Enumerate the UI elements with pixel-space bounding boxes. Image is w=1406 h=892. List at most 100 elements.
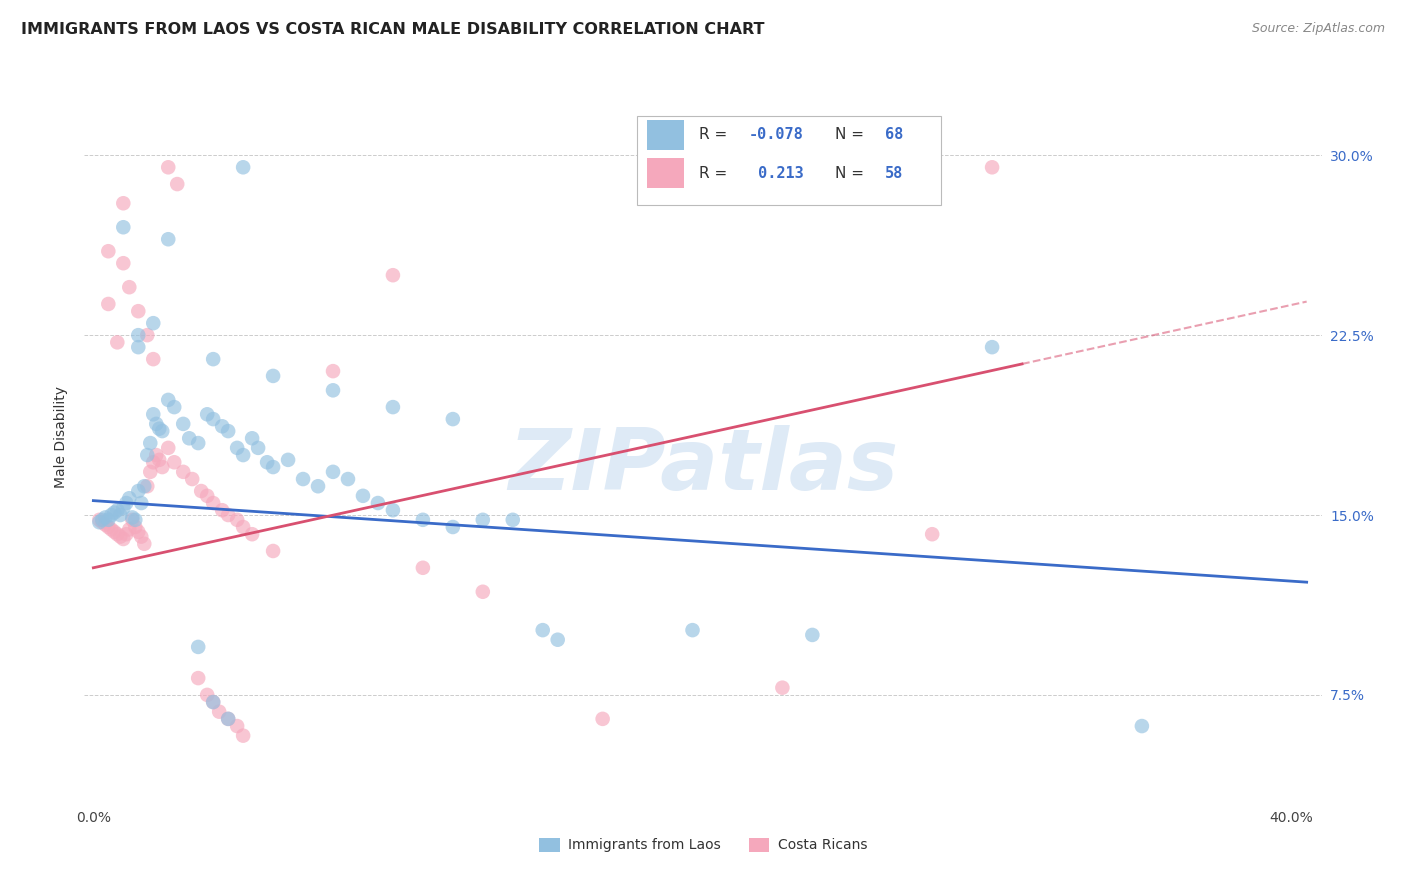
Point bbox=[441, 412, 464, 426]
Point bbox=[142, 407, 165, 421]
Point bbox=[277, 453, 299, 467]
Point bbox=[89, 515, 111, 529]
Point bbox=[121, 513, 143, 527]
Point bbox=[100, 523, 122, 537]
Point bbox=[142, 352, 165, 367]
Point bbox=[232, 161, 254, 175]
FancyBboxPatch shape bbox=[647, 159, 685, 187]
Point bbox=[105, 335, 128, 350]
Point bbox=[127, 304, 149, 318]
Point bbox=[322, 465, 344, 479]
Point bbox=[256, 455, 278, 469]
Point bbox=[91, 515, 114, 529]
Point bbox=[97, 297, 120, 311]
Point bbox=[157, 392, 180, 407]
Point bbox=[240, 431, 263, 445]
Point bbox=[157, 161, 180, 175]
FancyBboxPatch shape bbox=[637, 116, 941, 205]
Point bbox=[441, 520, 464, 534]
Point bbox=[150, 424, 173, 438]
Point bbox=[142, 455, 165, 469]
Point bbox=[134, 537, 156, 551]
Point bbox=[226, 719, 249, 733]
Point bbox=[97, 520, 120, 534]
Point bbox=[262, 544, 284, 558]
Point bbox=[217, 712, 239, 726]
Point bbox=[195, 688, 218, 702]
Text: R =: R = bbox=[699, 166, 733, 180]
Point bbox=[471, 584, 494, 599]
Point bbox=[121, 510, 143, 524]
Point bbox=[129, 496, 152, 510]
Point bbox=[412, 561, 434, 575]
Point bbox=[202, 496, 225, 510]
Point bbox=[502, 513, 524, 527]
Point bbox=[179, 431, 201, 445]
Point bbox=[139, 436, 162, 450]
Point bbox=[381, 503, 404, 517]
Point bbox=[202, 695, 225, 709]
Point bbox=[381, 268, 404, 283]
Point bbox=[240, 527, 263, 541]
Point bbox=[202, 695, 225, 709]
Text: ZIPatlas: ZIPatlas bbox=[508, 425, 898, 508]
Point bbox=[322, 364, 344, 378]
Point bbox=[801, 628, 824, 642]
Point bbox=[187, 436, 209, 450]
Point bbox=[118, 280, 141, 294]
Point bbox=[471, 513, 494, 527]
Point bbox=[195, 407, 218, 421]
Point bbox=[1130, 719, 1153, 733]
Point bbox=[148, 453, 170, 467]
Point bbox=[172, 417, 194, 431]
Point bbox=[127, 483, 149, 498]
Point bbox=[112, 500, 135, 515]
Point bbox=[127, 328, 149, 343]
Point bbox=[115, 496, 138, 510]
Point bbox=[187, 671, 209, 685]
Point bbox=[262, 460, 284, 475]
Point bbox=[211, 503, 233, 517]
Point bbox=[307, 479, 329, 493]
Point bbox=[208, 705, 231, 719]
Point bbox=[136, 328, 159, 343]
Text: N =: N = bbox=[835, 128, 869, 143]
Point bbox=[115, 527, 138, 541]
Point bbox=[262, 368, 284, 383]
Point bbox=[127, 340, 149, 354]
Point bbox=[91, 513, 114, 527]
Point bbox=[105, 527, 128, 541]
Point bbox=[217, 424, 239, 438]
Text: 58: 58 bbox=[884, 166, 903, 180]
Point bbox=[187, 640, 209, 654]
Point bbox=[211, 419, 233, 434]
Point bbox=[202, 412, 225, 426]
Point bbox=[112, 220, 135, 235]
Text: N =: N = bbox=[835, 166, 869, 180]
Point bbox=[381, 400, 404, 414]
Point bbox=[94, 510, 117, 524]
Text: -0.078: -0.078 bbox=[749, 128, 804, 143]
Point bbox=[232, 448, 254, 462]
Point bbox=[195, 489, 218, 503]
Point bbox=[145, 417, 167, 431]
Point bbox=[100, 508, 122, 522]
Point bbox=[412, 513, 434, 527]
Point bbox=[112, 532, 135, 546]
Point bbox=[292, 472, 315, 486]
Point bbox=[592, 712, 614, 726]
Point bbox=[110, 508, 132, 522]
Text: 0.213: 0.213 bbox=[749, 166, 804, 180]
Point bbox=[136, 448, 159, 462]
Point bbox=[367, 496, 389, 510]
Text: 68: 68 bbox=[884, 128, 903, 143]
Point bbox=[217, 712, 239, 726]
Point bbox=[157, 232, 180, 246]
Text: Source: ZipAtlas.com: Source: ZipAtlas.com bbox=[1251, 22, 1385, 36]
Point bbox=[139, 465, 162, 479]
Point bbox=[770, 681, 793, 695]
Point bbox=[981, 340, 1004, 354]
FancyBboxPatch shape bbox=[647, 120, 685, 150]
Point bbox=[226, 513, 249, 527]
Point bbox=[217, 508, 239, 522]
